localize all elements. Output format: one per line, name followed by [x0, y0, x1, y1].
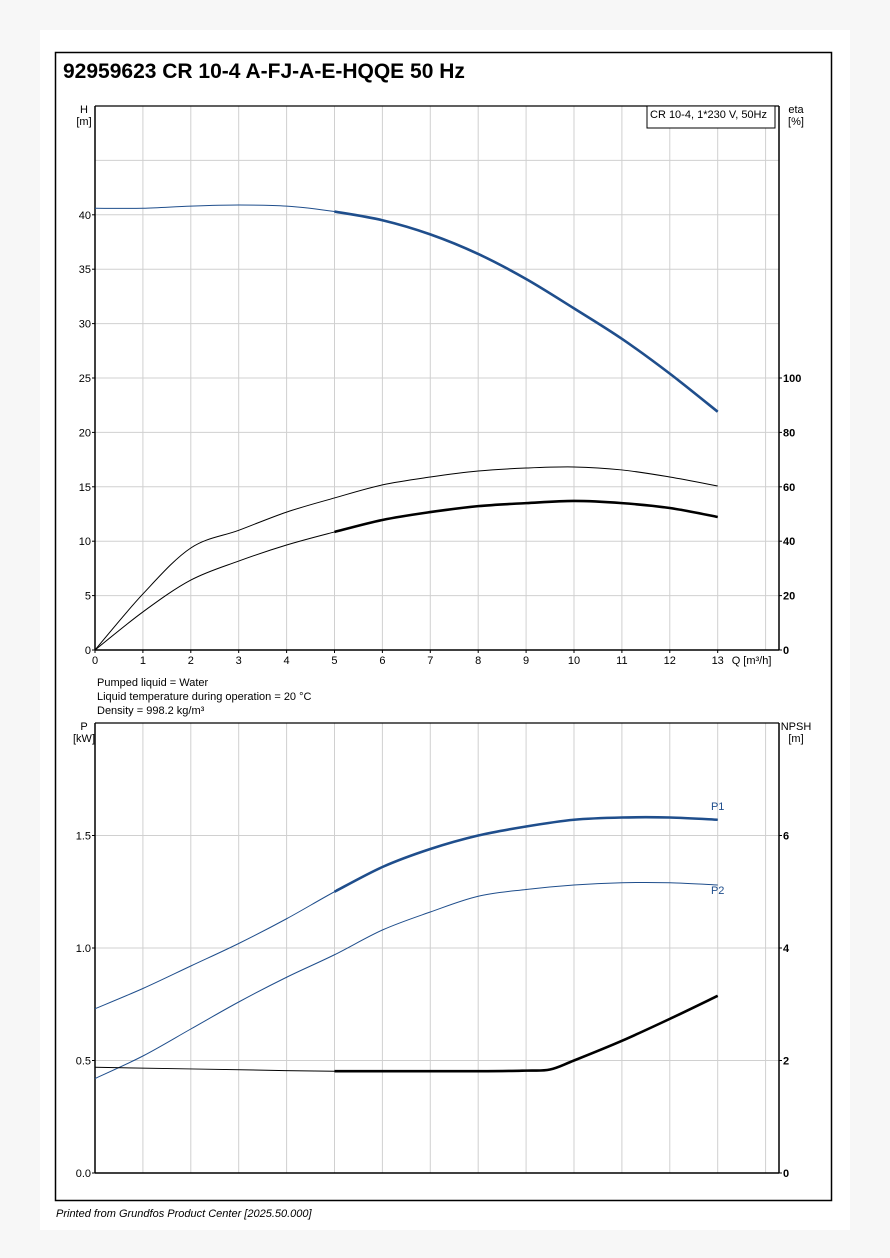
frame-border [54, 51, 833, 1202]
y-right-tick-label: 0 [783, 645, 789, 657]
eta-pump-curve [94, 466, 718, 651]
page-title: 92959623 CR 10-4 A-FJ-A-E-HQQE 50 Hz [63, 60, 465, 83]
y-right-tick-label: 60 [783, 482, 795, 494]
power-npsh-chart: 0.0 0.5 1.0 1.5 0 2 4 6 P[kW] NPSH[m] P1 P2 [73, 721, 811, 1180]
x-tick-label: 12 [664, 655, 676, 667]
y-left-axis-name: H [80, 104, 88, 116]
p1-duty-range-curve [333, 815, 718, 893]
x-tick-label: 9 [523, 655, 529, 667]
y-right-tick-label: 6 [783, 831, 789, 843]
npsh-duty-range-curve [334, 994, 719, 1073]
x-tick-label: 10 [568, 655, 580, 667]
y-left-axis-unit: [kW] [73, 733, 95, 745]
y-right-tick-label: 4 [783, 943, 790, 955]
y-right-axis-name: NPSH [781, 721, 812, 733]
y-left-axis-unit: [m] [76, 116, 91, 128]
y-right-tick-label: 80 [783, 427, 795, 439]
y-left-tick-label: 35 [79, 264, 91, 276]
y-left-tick-label: 0 [85, 645, 91, 657]
x-tick-label: 5 [331, 655, 337, 667]
x-axis-label: Q [m³/h] [732, 655, 772, 667]
y-left-tick-label: 0.5 [76, 1056, 91, 1068]
y-left-tick-label: 20 [79, 427, 91, 439]
y-left-tick-label: 40 [79, 210, 91, 222]
x-tick-label: 1 [140, 655, 146, 667]
y-right-axis-unit: [%] [788, 116, 804, 128]
x-tick-label: 6 [379, 655, 385, 667]
x-tick-label: 3 [236, 655, 242, 667]
eta-total-duty-range-curve [334, 499, 718, 534]
h-duty-range-curve [334, 210, 719, 413]
footer-text: Printed from Grundfos Product Center [20… [56, 1208, 313, 1220]
y-left-tick-label: 30 [79, 319, 91, 331]
y-left-tick-label: 1.0 [76, 943, 91, 955]
y-right-tick-label: 0 [783, 1168, 789, 1180]
p1-label: P1 [711, 801, 724, 813]
y-left-axis-name: P [80, 721, 87, 733]
x-tick-label: 11 [616, 655, 627, 667]
liquid-info-line-1: Pumped liquid = Water [97, 677, 209, 689]
legend-text: CR 10-4, 1*230 V, 50Hz [650, 109, 767, 121]
x-tick-label: 8 [475, 655, 481, 667]
y-left-tick-label: 1.5 [76, 831, 91, 843]
y-right-tick-label: 20 [783, 591, 795, 603]
y-left-tick-label: 10 [79, 536, 91, 548]
y-left-tick-label: 5 [85, 591, 91, 603]
y-right-tick-label: 100 [783, 373, 801, 385]
y-left-tick-label: 15 [79, 482, 91, 494]
p2-label: P2 [711, 885, 724, 897]
x-tick-label: 4 [284, 655, 290, 667]
y-right-tick-label: 40 [783, 536, 795, 548]
page [40, 30, 850, 1230]
liquid-info-line-2: Liquid temperature during operation = 20… [97, 691, 312, 703]
liquid-info-line-3: Density = 998.2 kg/m³ [97, 705, 205, 717]
x-tick-label: 13 [712, 655, 724, 667]
y-left-tick-label: 0.0 [76, 1168, 91, 1180]
y-right-axis-unit: [m] [788, 733, 803, 745]
legend-box [646, 105, 776, 129]
y-left-tick-label: 25 [79, 373, 91, 385]
y-right-tick-label: 2 [783, 1056, 789, 1068]
p2-curve [94, 881, 718, 1079]
y-right-axis-name: eta [788, 104, 804, 116]
x-tick-label: 7 [427, 655, 433, 667]
x-tick-label: 0 [92, 655, 98, 667]
x-tick-label: 2 [188, 655, 194, 667]
